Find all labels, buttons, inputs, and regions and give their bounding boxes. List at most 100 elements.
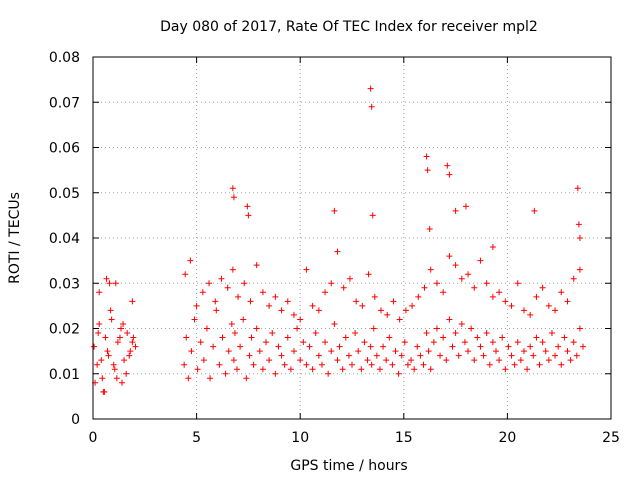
data-point	[290, 348, 297, 355]
data-point	[240, 316, 247, 323]
data-point	[489, 339, 496, 346]
data-point	[384, 311, 391, 318]
data-point	[423, 153, 430, 160]
data-point	[103, 275, 110, 282]
data-point	[364, 357, 371, 364]
data-point	[306, 343, 313, 350]
data-point	[545, 302, 552, 309]
data-point	[132, 343, 139, 350]
data-point	[94, 361, 101, 368]
data-point	[303, 266, 310, 273]
data-point	[247, 298, 254, 305]
data-point	[342, 334, 349, 341]
data-point	[315, 352, 322, 359]
data-point	[315, 307, 322, 314]
data-point	[194, 366, 201, 373]
data-point	[514, 339, 521, 346]
data-point	[489, 293, 496, 300]
data-point	[309, 302, 316, 309]
y-tick-label: 0.08	[49, 50, 80, 66]
data-point	[322, 339, 329, 346]
data-point	[527, 311, 534, 318]
y-tick-label: 0.07	[49, 95, 80, 111]
data-point	[446, 171, 453, 178]
data-point	[219, 334, 226, 341]
data-point	[123, 370, 130, 377]
data-point	[408, 357, 415, 364]
data-point	[558, 361, 565, 368]
data-point	[359, 302, 366, 309]
data-point	[533, 334, 540, 341]
data-point	[564, 298, 571, 305]
data-point	[576, 266, 583, 273]
data-point	[187, 257, 194, 264]
data-point	[455, 352, 462, 359]
x-tick-label: 0	[89, 430, 98, 446]
data-point	[580, 343, 587, 350]
data-point	[371, 293, 378, 300]
data-point	[421, 284, 428, 291]
data-point	[213, 307, 220, 314]
data-point	[95, 330, 102, 337]
data-point	[106, 280, 113, 287]
x-tick-label: 25	[602, 430, 620, 446]
data-point	[234, 366, 241, 373]
data-point	[496, 357, 503, 364]
data-point	[452, 207, 459, 214]
data-point	[96, 320, 103, 327]
data-point	[449, 343, 456, 350]
data-point	[112, 280, 119, 287]
data-point	[119, 379, 126, 386]
data-point	[225, 348, 232, 355]
data-point	[367, 343, 374, 350]
data-point	[224, 284, 231, 291]
data-point	[278, 307, 285, 314]
data-point	[552, 352, 559, 359]
data-point	[120, 320, 127, 327]
data-point	[415, 293, 422, 300]
data-point	[182, 271, 189, 278]
data-point	[183, 334, 190, 341]
y-axis-title: ROTI / TECUs	[7, 192, 23, 284]
data-point	[493, 348, 500, 355]
data-point	[433, 280, 440, 287]
data-point	[539, 339, 546, 346]
data-point	[259, 366, 266, 373]
data-points	[91, 85, 587, 395]
data-point	[576, 325, 583, 332]
data-point	[545, 357, 552, 364]
data-point	[367, 85, 374, 92]
data-point	[181, 361, 188, 368]
data-point	[124, 330, 131, 337]
data-point	[437, 352, 444, 359]
data-point	[458, 320, 465, 327]
data-point	[110, 361, 117, 368]
data-point	[411, 366, 418, 373]
data-point	[530, 352, 537, 359]
data-point	[386, 334, 393, 341]
y-tick-label: 0.06	[49, 141, 80, 157]
data-point	[263, 339, 270, 346]
data-point	[555, 343, 562, 350]
data-point	[275, 343, 282, 350]
data-point	[576, 235, 583, 241]
data-point	[542, 348, 549, 355]
data-point	[396, 316, 403, 323]
data-point	[229, 266, 236, 273]
data-point	[352, 330, 359, 337]
data-point	[199, 289, 206, 296]
y-tick-label: 0.02	[49, 322, 80, 338]
data-point	[248, 334, 255, 341]
data-point	[243, 375, 250, 382]
data-point	[440, 289, 447, 296]
data-point	[130, 334, 137, 341]
data-point	[477, 257, 484, 264]
data-point	[193, 302, 200, 309]
data-point	[96, 289, 103, 296]
x-tick-label: 10	[291, 430, 309, 446]
data-point	[524, 366, 531, 373]
data-point	[309, 366, 316, 373]
data-point	[334, 357, 341, 364]
y-tick-label: 0.04	[49, 231, 80, 247]
